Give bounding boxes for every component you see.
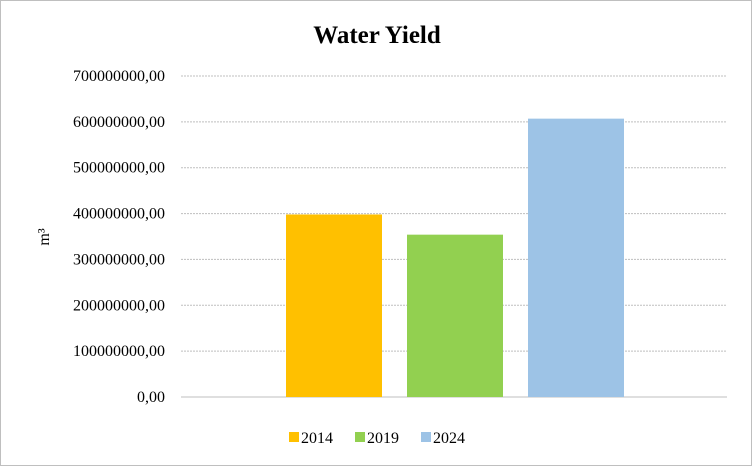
legend-item: 2024: [421, 430, 465, 447]
bars: [286, 118, 624, 397]
y-tick-label: 400000000,00: [73, 206, 165, 223]
legend: 2014 2019 2024: [289, 430, 465, 447]
legend-swatch: [421, 432, 431, 442]
legend-label: 2014: [301, 430, 333, 447]
bar-2014: [286, 214, 382, 397]
legend-item: 2014: [289, 430, 333, 447]
y-tick-label: 700000000,00: [73, 68, 165, 85]
y-tick-label: 100000000,00: [73, 343, 165, 360]
legend-label: 2024: [433, 430, 465, 447]
legend-swatch: [355, 432, 365, 442]
bar-2024: [528, 118, 624, 397]
bar-2019: [407, 234, 503, 397]
y-axis-ticks: 0,00 100000000,00 200000000,00 300000000,00…: [73, 68, 165, 406]
legend-item: 2019: [355, 430, 399, 447]
legend-label: 2019: [367, 430, 399, 447]
y-axis-label: m³: [36, 228, 53, 245]
legend-swatch: [289, 432, 299, 442]
y-tick-label: 0,00: [137, 389, 165, 406]
y-tick-label: 500000000,00: [73, 160, 165, 177]
chart-title: Water Yield: [313, 22, 441, 49]
y-tick-label: 200000000,00: [73, 297, 165, 314]
y-tick-label: 300000000,00: [73, 251, 165, 268]
y-tick-label: 600000000,00: [73, 114, 165, 131]
